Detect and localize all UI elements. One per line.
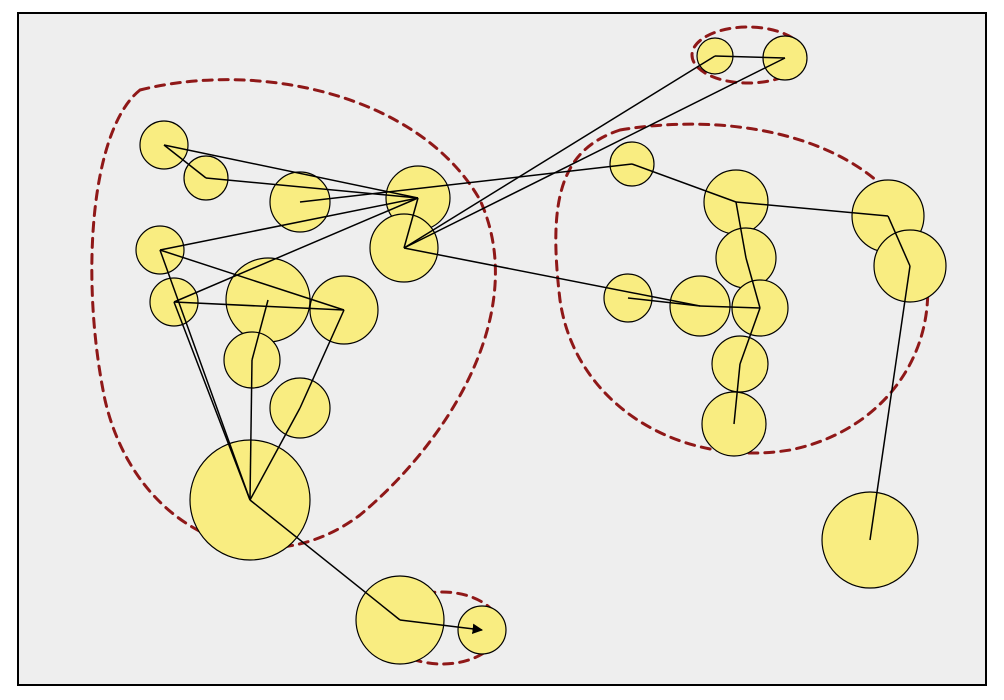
diagram-frame — [18, 13, 986, 685]
network-diagram — [0, 0, 1004, 700]
